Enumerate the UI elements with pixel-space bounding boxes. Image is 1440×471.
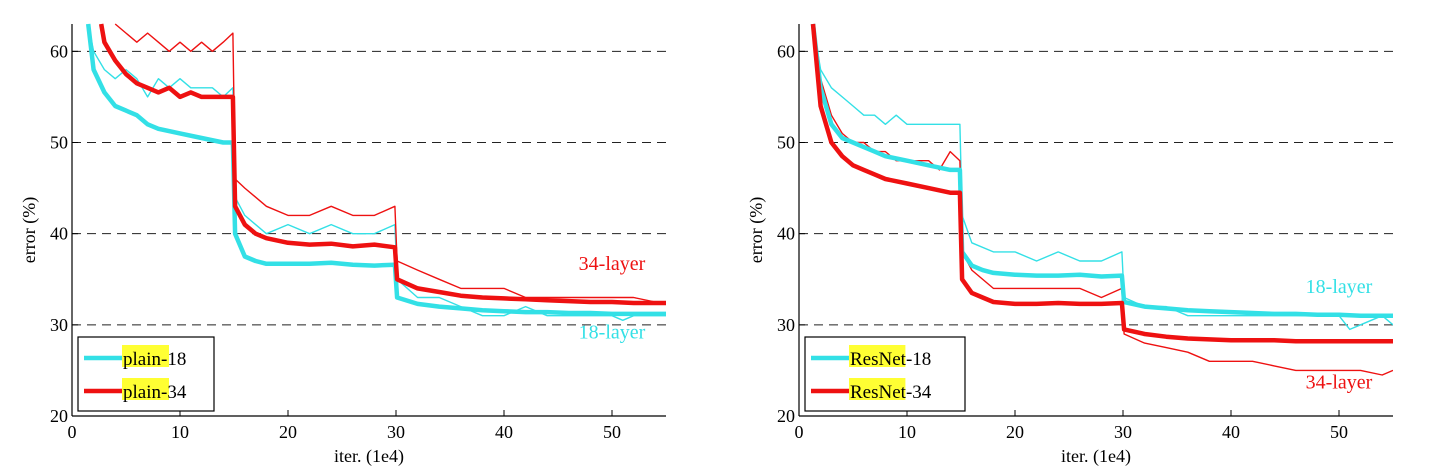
annotation-label: 18-layer	[1306, 276, 1373, 298]
y-tick-label: 20	[777, 406, 795, 426]
series-line-cyan-thick	[85, 23, 666, 317]
annotation-label: 18-layer	[579, 322, 646, 344]
x-tick-label: 40	[1222, 422, 1240, 442]
legend-highlight	[122, 345, 169, 367]
legend-label: ResNet-18	[850, 349, 931, 370]
annotation-label: 34-layer	[579, 253, 646, 275]
series-line-red-thick	[98, 23, 666, 306]
x-tick-label: 30	[387, 422, 405, 442]
y-tick-label: 60	[777, 41, 795, 61]
series-line-red-thin	[114, 23, 666, 303]
legend-label-name: ResNet	[850, 382, 907, 403]
x-tick-label: 30	[1114, 422, 1132, 442]
legend-highlight	[122, 378, 169, 400]
legend-label-name: plain	[123, 382, 161, 403]
y-tick-label: 30	[777, 315, 795, 335]
chart-panel-2: 0 10 20 30 40 50 20 30 40 50 60 iter. (1e4) error (%…	[746, 23, 1393, 467]
x-tick-label: 40	[495, 422, 513, 442]
series-line-red-thin	[812, 23, 1393, 376]
x-tick-label: 50	[603, 422, 621, 442]
series-line-cyan-thin	[87, 23, 666, 321]
legend-highlight	[849, 378, 906, 400]
x-tick-label: 0	[68, 422, 77, 442]
x-tick-label: 10	[898, 422, 916, 442]
x-tick-label: 10	[171, 422, 189, 442]
y-tick-label: 60	[50, 41, 68, 61]
x-tick-label: 20	[1006, 422, 1024, 442]
legend-label-suffix: -34	[161, 382, 187, 403]
x-tick-label: 0	[795, 422, 804, 442]
legend-label-suffix: -34	[906, 382, 932, 403]
x-tick-label: 50	[1330, 422, 1348, 442]
x-axis-label: iter. (1e4)	[1061, 446, 1131, 467]
legend-label-suffix: -18	[161, 349, 186, 370]
chart-panel-1: 0 10 20 30 40 50 20 30 40 50 60 iter. (1e4) error (%…	[19, 23, 666, 467]
x-tick-label: 20	[279, 422, 297, 442]
legend-label: ResNet-34	[850, 382, 932, 403]
y-tick-label: 50	[50, 133, 68, 153]
legend-highlight	[849, 345, 906, 367]
series-line-red-thick	[810, 23, 1393, 344]
legend-label: plain-34	[123, 382, 187, 403]
y-tick-label: 20	[50, 406, 68, 426]
annotation-label: 34-layer	[1306, 372, 1373, 394]
legend-label-name: plain	[123, 349, 161, 370]
series-group	[810, 23, 1393, 376]
y-tick-label: 40	[777, 224, 795, 244]
y-tick-label: 50	[777, 133, 795, 153]
y-tick-label: 40	[50, 224, 68, 244]
y-tick-label: 30	[50, 315, 68, 335]
y-axis-label: error (%)	[746, 197, 767, 263]
y-axis-label: error (%)	[19, 197, 40, 263]
x-axis-label: iter. (1e4)	[334, 446, 404, 467]
legend-label-name: ResNet	[850, 349, 907, 370]
legend-label-suffix: -18	[906, 349, 931, 370]
series-line-cyan-thick	[810, 23, 1393, 318]
series-group	[85, 23, 666, 321]
legend-label: plain-18	[123, 349, 186, 370]
